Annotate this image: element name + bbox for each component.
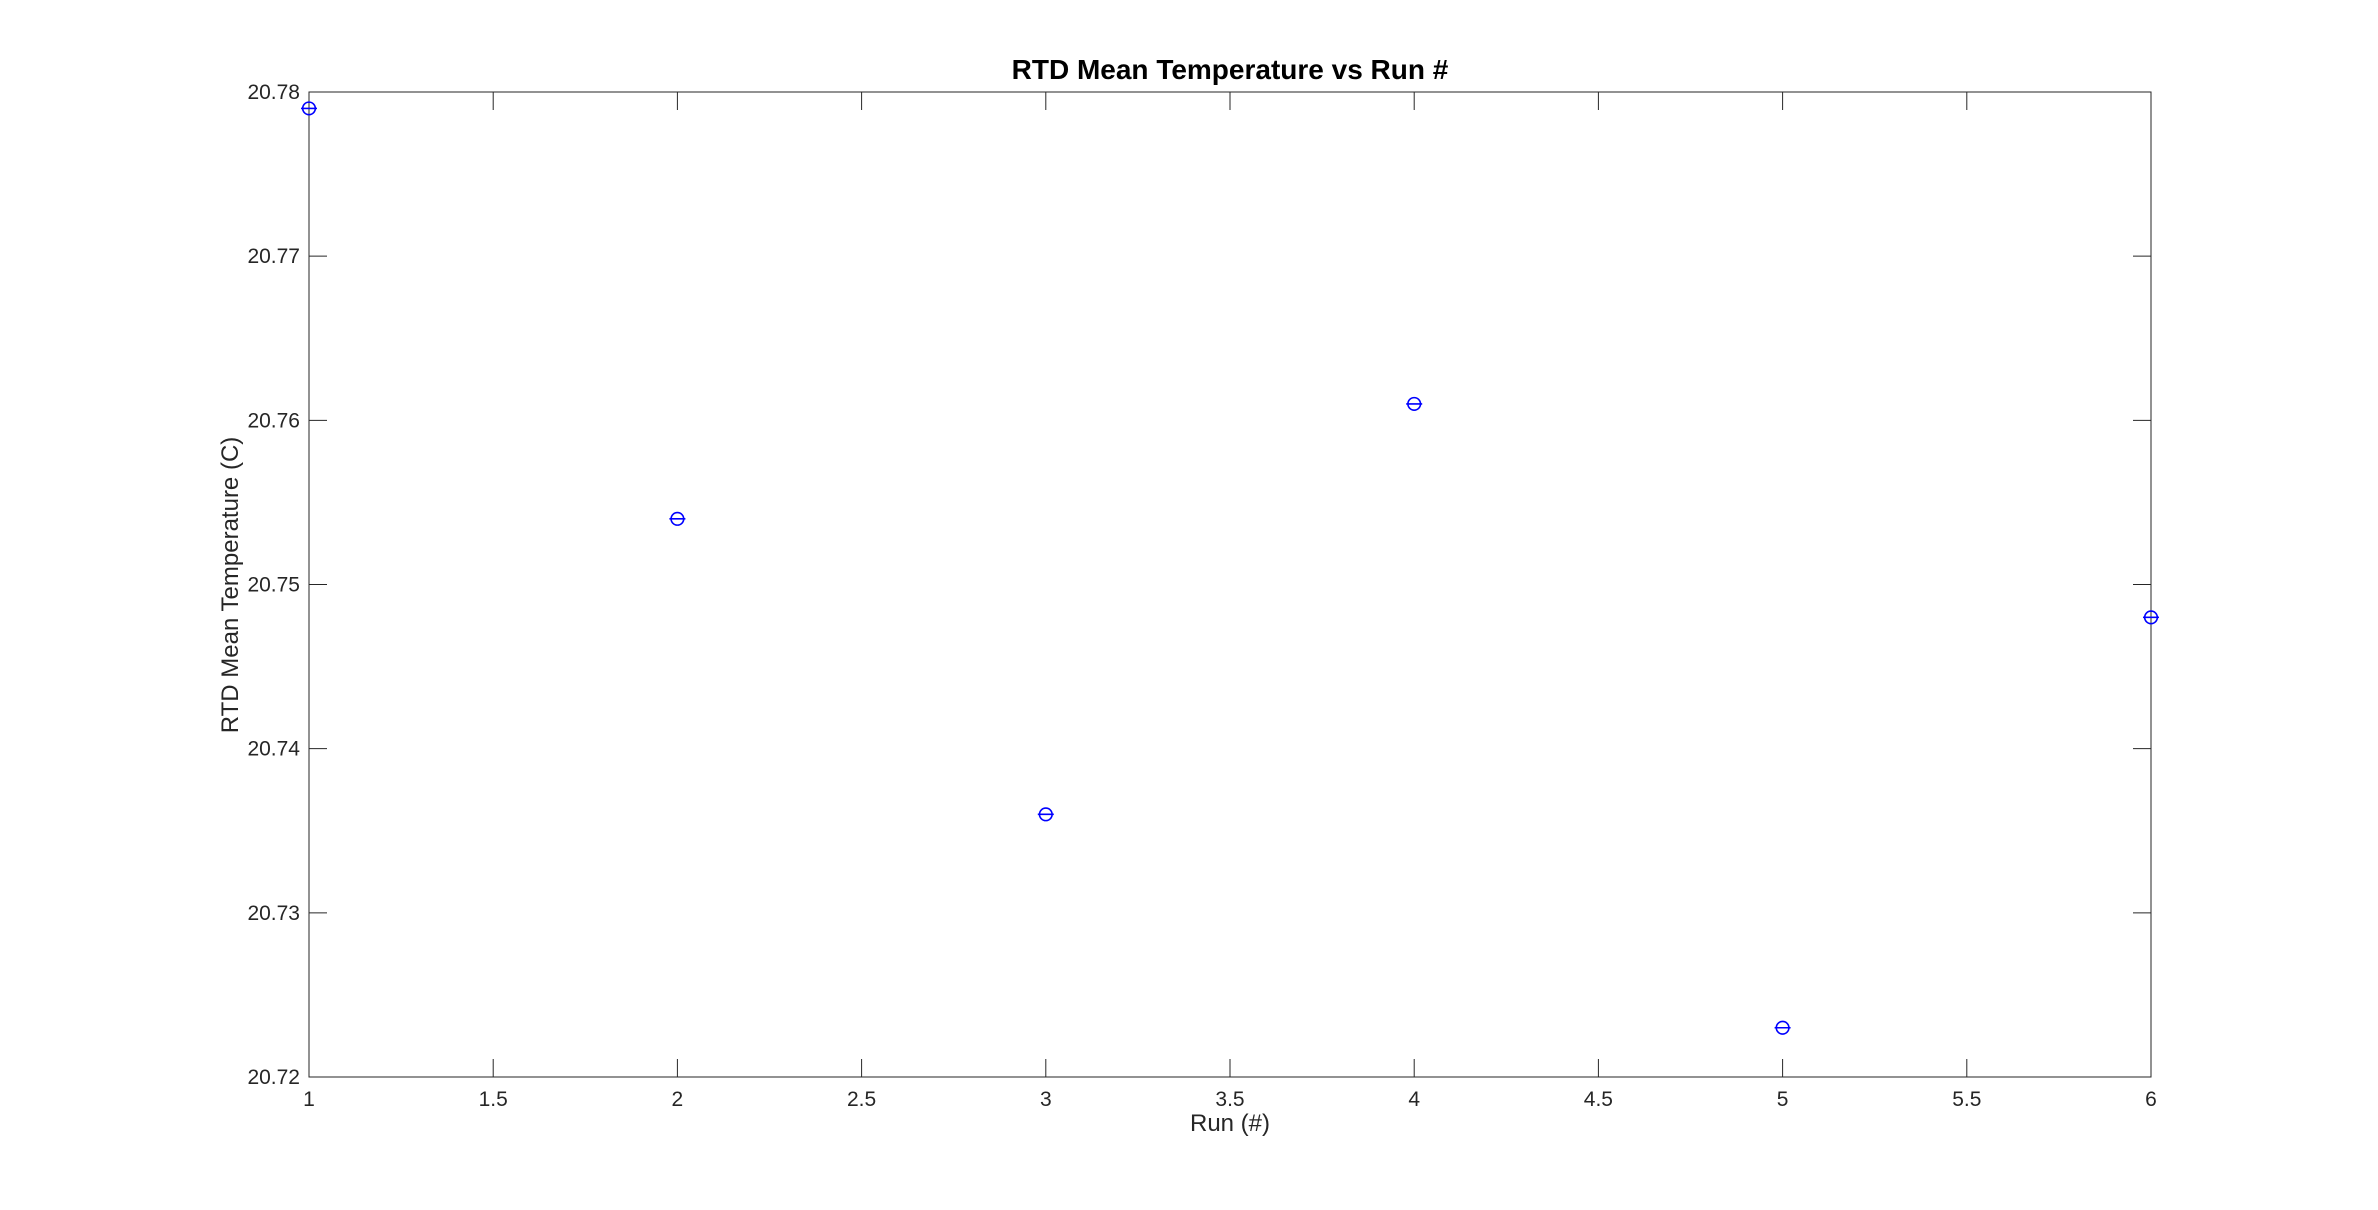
x-tick-label: 1 xyxy=(303,1088,315,1111)
x-tick-label: 5 xyxy=(1777,1088,1789,1111)
axes-box xyxy=(308,91,2152,1078)
data-point xyxy=(1407,396,1422,412)
x-axis-label: Run (#) xyxy=(1189,1110,1271,1137)
chart-title: RTD Mean Temperature vs Run # xyxy=(1011,54,1449,85)
x-tick-label: 3 xyxy=(1040,1088,1052,1111)
y-tick-label: 20.75 xyxy=(247,574,300,597)
y-tick-label: 20.76 xyxy=(247,409,300,432)
y-tick-label: 20.73 xyxy=(247,902,300,925)
x-tick-label: 2 xyxy=(672,1088,684,1111)
x-tick-label: 3.5 xyxy=(1215,1088,1244,1111)
x-tick-label: 2.5 xyxy=(847,1088,876,1111)
y-tick-label: 20.78 xyxy=(247,81,300,104)
data-point xyxy=(670,511,685,526)
y-tick-label: 20.72 xyxy=(247,1066,300,1089)
data-point xyxy=(2143,610,2159,625)
y-tick-label: 20.77 xyxy=(247,245,300,268)
y-tick-label: 20.74 xyxy=(247,738,300,761)
x-tick-label: 1.5 xyxy=(479,1088,508,1111)
x-tick-label: 5.5 xyxy=(1952,1088,1981,1111)
data-point xyxy=(1038,807,1053,822)
x-tick-label: 6 xyxy=(2145,1088,2157,1111)
data-point xyxy=(301,101,317,116)
x-tick-label: 4.5 xyxy=(1584,1088,1613,1111)
x-tick-label: 4 xyxy=(1408,1088,1420,1111)
data-point xyxy=(1775,1020,1790,1035)
